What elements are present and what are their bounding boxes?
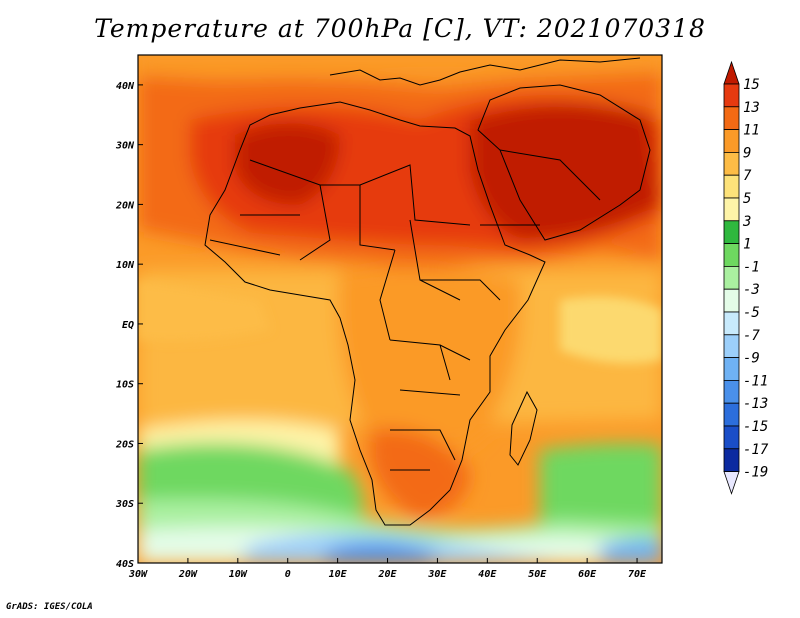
country-borders <box>209 149 601 471</box>
field-south-africa <box>370 428 470 520</box>
colorbar-top-arrow <box>723 60 740 85</box>
lon-tick-label: 0 <box>285 569 291 580</box>
lon-tick-label: 20E <box>377 569 397 580</box>
colorbar-label: 3 <box>742 214 751 230</box>
lat-tick-label: 20N <box>115 200 135 211</box>
colorbar-label: 7 <box>743 168 752 184</box>
med-coast-europe <box>329 57 641 86</box>
lat-tick-label: 30N <box>115 141 135 152</box>
colorbar-swatch <box>723 311 740 336</box>
colorbar-label: -7 <box>743 328 760 344</box>
lon-tick-label: 10E <box>329 569 348 580</box>
lon-tick-label: 20W <box>178 569 198 580</box>
colorbar-label: -13 <box>743 396 768 412</box>
colorbar-swatch <box>723 106 740 131</box>
madagascar-coastline <box>509 390 538 466</box>
colorbar-swatch <box>723 83 740 108</box>
field-green-east <box>540 443 662 540</box>
map-frame <box>137 54 663 564</box>
lon-tick-label: 30W <box>128 569 148 580</box>
colorbar-label: -3 <box>743 282 760 298</box>
colorbar-swatch <box>723 243 740 267</box>
colorbar-label: -11 <box>743 373 768 389</box>
field-hot-core-west <box>235 122 340 205</box>
coastlines <box>204 57 651 526</box>
chart-title: Temperature at 700hPa [C], VT: 202107031… <box>94 14 706 43</box>
field-gulf-guinea <box>138 280 270 342</box>
colorbar-label: 15 <box>743 77 760 93</box>
lat-tick-label: 10N <box>116 260 135 271</box>
temperature-field <box>138 55 662 563</box>
field-se-blue <box>600 538 662 563</box>
lon-tick-label: 70E <box>628 569 647 580</box>
field-hot-core-east <box>470 103 660 240</box>
lon-tick-label: 40E <box>478 569 497 580</box>
colorbar-swatch <box>723 402 740 427</box>
colorbar-label: 1 <box>743 237 751 253</box>
colorbar-swatch <box>723 425 740 450</box>
lat-tick-label: 40N <box>116 81 135 92</box>
colorbar-label: 13 <box>743 100 760 116</box>
lon-tick-label: 50E <box>528 569 547 580</box>
lat-tick-label: 40S <box>116 559 134 570</box>
colorbar-bottom-arrow <box>723 471 740 495</box>
colorbar-label: -15 <box>743 419 768 435</box>
colorbar: 15 13 11 9 7 5 3 1 -1 -3 -5 -7 -9 -11 -13 -15 -17 -19 <box>723 60 769 495</box>
colorbar-label: -1 <box>743 259 760 275</box>
lat-tick-label: 30S <box>115 499 134 510</box>
colorbar-swatch <box>723 129 740 153</box>
colorbar-swatch <box>723 379 740 404</box>
credit-text: GrADS: IGES/COLA <box>6 602 93 612</box>
lon-tick-label: 60E <box>578 569 597 580</box>
colorbar-swatch <box>723 288 740 313</box>
lat-tick-label: 20S <box>115 439 134 450</box>
colorbar-label: 11 <box>743 123 760 139</box>
colorbar-label: -19 <box>743 465 768 481</box>
colorbar-label: 9 <box>743 145 751 161</box>
colorbar-swatch <box>723 357 740 381</box>
field-east-yellow <box>560 296 662 364</box>
colorbar-label: 5 <box>743 191 751 207</box>
latitude-axis: 40N 30N 20N 10N EQ 10S 20S 30S 40S <box>115 81 143 570</box>
lon-tick-label: 30E <box>427 569 447 580</box>
arabia-coastline <box>477 84 651 241</box>
colorbar-swatch <box>723 174 740 199</box>
lat-tick-label: 10S <box>116 380 134 391</box>
colorbar-swatch <box>723 448 740 472</box>
lat-tick-label: EQ <box>122 320 134 331</box>
colorbar-label: -9 <box>743 351 760 367</box>
lon-tick-label: 10W <box>229 569 248 580</box>
colorbar-label: -5 <box>743 305 760 321</box>
colorbar-swatch <box>723 265 740 290</box>
colorbar-swatch <box>723 220 740 245</box>
longitude-axis: 30W 20W 10W 0 10E 20E 30E 40E 50E 60E 70E <box>128 558 647 580</box>
colorbar-swatch <box>723 197 740 222</box>
colorbar-swatch <box>723 151 740 176</box>
field-deep-blue <box>320 542 440 563</box>
colorbar-label: -17 <box>743 442 769 458</box>
africa-coastline <box>204 101 546 526</box>
field-med-cool <box>138 55 662 86</box>
colorbar-swatch <box>723 334 740 358</box>
